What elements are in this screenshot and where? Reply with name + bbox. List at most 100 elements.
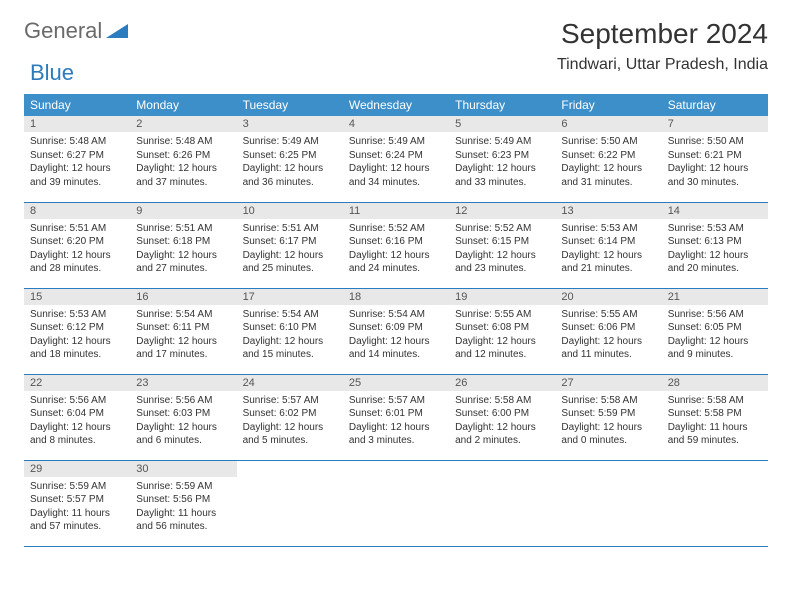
calendar-cell: 16Sunrise: 5:54 AMSunset: 6:11 PMDayligh… <box>130 288 236 374</box>
day-details: Sunrise: 5:52 AMSunset: 6:16 PMDaylight:… <box>343 219 449 280</box>
weekday-header: Thursday <box>449 94 555 116</box>
calendar-cell: 5Sunrise: 5:49 AMSunset: 6:23 PMDaylight… <box>449 116 555 202</box>
day-details: Sunrise: 5:58 AMSunset: 5:58 PMDaylight:… <box>662 391 768 452</box>
day-number: 11 <box>343 203 449 219</box>
calendar-cell: 29Sunrise: 5:59 AMSunset: 5:57 PMDayligh… <box>24 460 130 546</box>
calendar-cell: 9Sunrise: 5:51 AMSunset: 6:18 PMDaylight… <box>130 202 236 288</box>
day-details: Sunrise: 5:52 AMSunset: 6:15 PMDaylight:… <box>449 219 555 280</box>
calendar-cell <box>662 460 768 546</box>
calendar-cell: 30Sunrise: 5:59 AMSunset: 5:56 PMDayligh… <box>130 460 236 546</box>
brand-triangle-icon <box>106 20 128 43</box>
day-number: 8 <box>24 203 130 219</box>
day-details: Sunrise: 5:48 AMSunset: 6:26 PMDaylight:… <box>130 132 236 193</box>
day-details: Sunrise: 5:56 AMSunset: 6:04 PMDaylight:… <box>24 391 130 452</box>
calendar-cell: 17Sunrise: 5:54 AMSunset: 6:10 PMDayligh… <box>237 288 343 374</box>
calendar-cell: 28Sunrise: 5:58 AMSunset: 5:58 PMDayligh… <box>662 374 768 460</box>
weekday-header-row: Sunday Monday Tuesday Wednesday Thursday… <box>24 94 768 116</box>
calendar-row: 1Sunrise: 5:48 AMSunset: 6:27 PMDaylight… <box>24 116 768 202</box>
day-details: Sunrise: 5:53 AMSunset: 6:14 PMDaylight:… <box>555 219 661 280</box>
day-details: Sunrise: 5:59 AMSunset: 5:56 PMDaylight:… <box>130 477 236 538</box>
weekday-header: Wednesday <box>343 94 449 116</box>
day-details: Sunrise: 5:56 AMSunset: 6:03 PMDaylight:… <box>130 391 236 452</box>
day-number: 1 <box>24 116 130 132</box>
day-number: 6 <box>555 116 661 132</box>
day-number: 10 <box>237 203 343 219</box>
day-details: Sunrise: 5:50 AMSunset: 6:21 PMDaylight:… <box>662 132 768 193</box>
day-number: 30 <box>130 461 236 477</box>
day-details: Sunrise: 5:51 AMSunset: 6:20 PMDaylight:… <box>24 219 130 280</box>
calendar-cell: 2Sunrise: 5:48 AMSunset: 6:26 PMDaylight… <box>130 116 236 202</box>
calendar-cell: 7Sunrise: 5:50 AMSunset: 6:21 PMDaylight… <box>662 116 768 202</box>
calendar-cell: 8Sunrise: 5:51 AMSunset: 6:20 PMDaylight… <box>24 202 130 288</box>
day-details: Sunrise: 5:53 AMSunset: 6:13 PMDaylight:… <box>662 219 768 280</box>
day-number: 9 <box>130 203 236 219</box>
calendar-table: Sunday Monday Tuesday Wednesday Thursday… <box>24 94 768 547</box>
calendar-cell <box>343 460 449 546</box>
brand-logo: General <box>24 18 132 44</box>
day-details: Sunrise: 5:54 AMSunset: 6:11 PMDaylight:… <box>130 305 236 366</box>
day-number: 29 <box>24 461 130 477</box>
calendar-cell: 24Sunrise: 5:57 AMSunset: 6:02 PMDayligh… <box>237 374 343 460</box>
calendar-cell <box>449 460 555 546</box>
calendar-cell: 14Sunrise: 5:53 AMSunset: 6:13 PMDayligh… <box>662 202 768 288</box>
calendar-cell: 3Sunrise: 5:49 AMSunset: 6:25 PMDaylight… <box>237 116 343 202</box>
day-details: Sunrise: 5:56 AMSunset: 6:05 PMDaylight:… <box>662 305 768 366</box>
calendar-cell: 19Sunrise: 5:55 AMSunset: 6:08 PMDayligh… <box>449 288 555 374</box>
day-details: Sunrise: 5:51 AMSunset: 6:18 PMDaylight:… <box>130 219 236 280</box>
calendar-cell: 11Sunrise: 5:52 AMSunset: 6:16 PMDayligh… <box>343 202 449 288</box>
brand-part1: General <box>24 18 102 44</box>
day-number: 3 <box>237 116 343 132</box>
day-number: 5 <box>449 116 555 132</box>
day-number: 19 <box>449 289 555 305</box>
calendar-cell <box>237 460 343 546</box>
day-details: Sunrise: 5:57 AMSunset: 6:01 PMDaylight:… <box>343 391 449 452</box>
day-number: 26 <box>449 375 555 391</box>
calendar-cell: 27Sunrise: 5:58 AMSunset: 5:59 PMDayligh… <box>555 374 661 460</box>
calendar-cell: 15Sunrise: 5:53 AMSunset: 6:12 PMDayligh… <box>24 288 130 374</box>
day-number: 25 <box>343 375 449 391</box>
day-details: Sunrise: 5:54 AMSunset: 6:10 PMDaylight:… <box>237 305 343 366</box>
day-number: 21 <box>662 289 768 305</box>
day-number: 24 <box>237 375 343 391</box>
day-number: 17 <box>237 289 343 305</box>
calendar-cell: 20Sunrise: 5:55 AMSunset: 6:06 PMDayligh… <box>555 288 661 374</box>
day-number: 28 <box>662 375 768 391</box>
day-details: Sunrise: 5:57 AMSunset: 6:02 PMDaylight:… <box>237 391 343 452</box>
day-details: Sunrise: 5:50 AMSunset: 6:22 PMDaylight:… <box>555 132 661 193</box>
day-details: Sunrise: 5:49 AMSunset: 6:23 PMDaylight:… <box>449 132 555 193</box>
day-number: 27 <box>555 375 661 391</box>
day-number: 7 <box>662 116 768 132</box>
day-details: Sunrise: 5:53 AMSunset: 6:12 PMDaylight:… <box>24 305 130 366</box>
calendar-cell: 18Sunrise: 5:54 AMSunset: 6:09 PMDayligh… <box>343 288 449 374</box>
weekday-header: Tuesday <box>237 94 343 116</box>
month-title: September 2024 <box>557 18 768 50</box>
weekday-header: Monday <box>130 94 236 116</box>
day-number: 18 <box>343 289 449 305</box>
calendar-row: 15Sunrise: 5:53 AMSunset: 6:12 PMDayligh… <box>24 288 768 374</box>
calendar-cell: 6Sunrise: 5:50 AMSunset: 6:22 PMDaylight… <box>555 116 661 202</box>
calendar-cell: 13Sunrise: 5:53 AMSunset: 6:14 PMDayligh… <box>555 202 661 288</box>
day-number: 23 <box>130 375 236 391</box>
day-number: 16 <box>130 289 236 305</box>
calendar-cell: 22Sunrise: 5:56 AMSunset: 6:04 PMDayligh… <box>24 374 130 460</box>
day-details: Sunrise: 5:54 AMSunset: 6:09 PMDaylight:… <box>343 305 449 366</box>
day-details: Sunrise: 5:58 AMSunset: 5:59 PMDaylight:… <box>555 391 661 452</box>
day-details: Sunrise: 5:51 AMSunset: 6:17 PMDaylight:… <box>237 219 343 280</box>
day-number: 22 <box>24 375 130 391</box>
day-number: 4 <box>343 116 449 132</box>
day-number: 12 <box>449 203 555 219</box>
day-number: 13 <box>555 203 661 219</box>
calendar-cell: 1Sunrise: 5:48 AMSunset: 6:27 PMDaylight… <box>24 116 130 202</box>
day-details: Sunrise: 5:49 AMSunset: 6:24 PMDaylight:… <box>343 132 449 193</box>
day-details: Sunrise: 5:48 AMSunset: 6:27 PMDaylight:… <box>24 132 130 193</box>
day-details: Sunrise: 5:49 AMSunset: 6:25 PMDaylight:… <box>237 132 343 193</box>
brand-part2: Blue <box>30 60 74 85</box>
day-details: Sunrise: 5:55 AMSunset: 6:08 PMDaylight:… <box>449 305 555 366</box>
day-number: 2 <box>130 116 236 132</box>
calendar-cell <box>555 460 661 546</box>
weekday-header: Saturday <box>662 94 768 116</box>
calendar-row: 22Sunrise: 5:56 AMSunset: 6:04 PMDayligh… <box>24 374 768 460</box>
weekday-header: Sunday <box>24 94 130 116</box>
calendar-cell: 10Sunrise: 5:51 AMSunset: 6:17 PMDayligh… <box>237 202 343 288</box>
calendar-cell: 26Sunrise: 5:58 AMSunset: 6:00 PMDayligh… <box>449 374 555 460</box>
